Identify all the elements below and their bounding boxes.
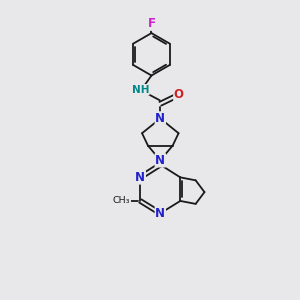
Text: N: N — [155, 112, 165, 125]
Text: F: F — [148, 17, 155, 30]
Text: CH₃: CH₃ — [113, 196, 130, 206]
Text: N: N — [155, 207, 165, 220]
Text: N: N — [155, 154, 165, 167]
Text: O: O — [174, 88, 184, 101]
Text: N: N — [135, 171, 145, 184]
Text: NH: NH — [131, 85, 149, 94]
